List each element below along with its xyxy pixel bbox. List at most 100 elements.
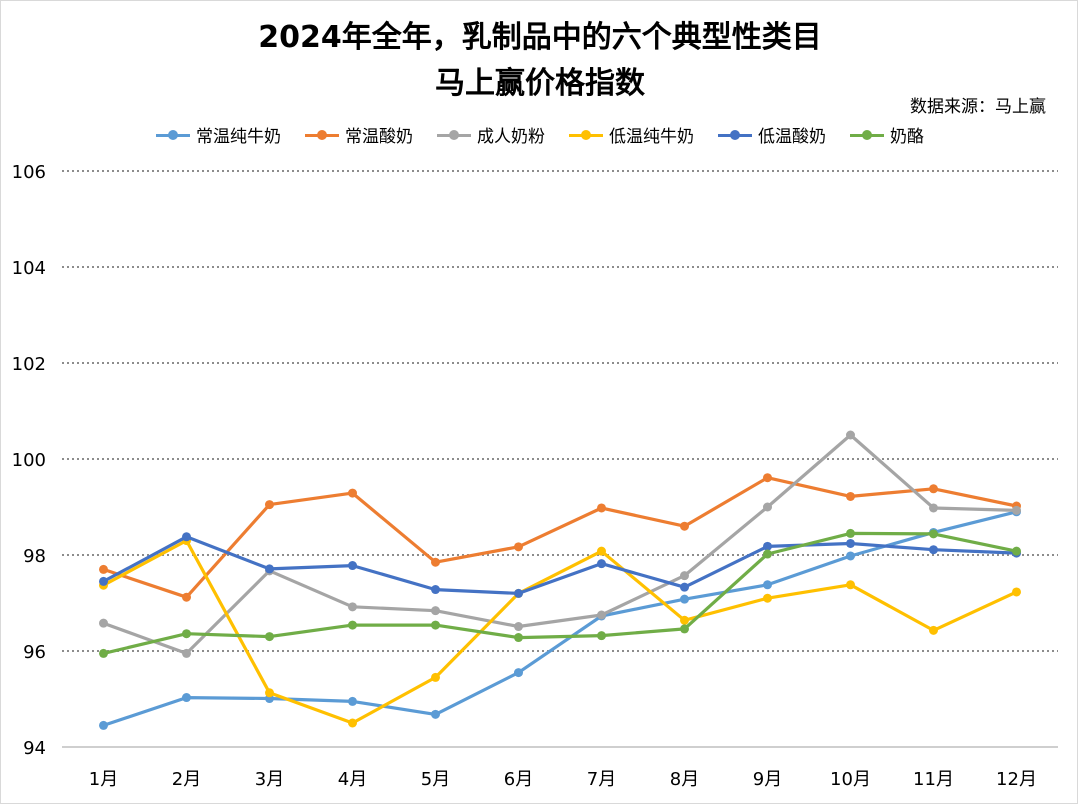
legend-label: 奶酪 (890, 127, 924, 147)
data-point (99, 576, 108, 586)
legend-swatch (718, 128, 752, 142)
data-point (846, 551, 855, 561)
data-point (99, 618, 108, 628)
x-tick-label: 5月 (421, 769, 450, 790)
x-tick-label: 10月 (830, 769, 871, 790)
data-point (431, 709, 440, 719)
x-tick-label: 4月 (338, 769, 367, 790)
series-6 (99, 528, 1021, 658)
data-point (99, 720, 108, 730)
data-point (846, 580, 855, 590)
y-tick-label: 104 (12, 258, 46, 279)
data-point (348, 696, 357, 706)
x-tick-label: 9月 (753, 769, 782, 790)
data-point (763, 502, 772, 512)
data-point (680, 521, 689, 531)
series-line (101, 531, 1019, 656)
chart-legend: 常温纯牛奶 常温酸奶 成人奶粉 低温纯牛奶 低温酸奶 奶酪 (0, 122, 1080, 147)
data-point (182, 648, 191, 658)
legend-item: 低温纯牛奶 (569, 122, 694, 147)
series-2 (99, 473, 1021, 602)
y-tick-label: 100 (12, 450, 46, 471)
data-point (431, 672, 440, 682)
legend-label: 常温酸奶 (345, 127, 413, 147)
legend-swatch (156, 128, 190, 142)
chart-title-line1: 2024年全年，乳制品中的六个典型性类目 (258, 20, 822, 55)
data-point (1012, 505, 1021, 515)
data-point (182, 693, 191, 703)
data-point (763, 549, 772, 559)
data-point (1012, 546, 1021, 556)
data-point (265, 564, 274, 574)
data-point (680, 582, 689, 592)
data-point (846, 430, 855, 440)
data-point (763, 541, 772, 551)
data-point (431, 606, 440, 616)
x-tick-label: 11月 (913, 769, 954, 790)
data-point (348, 602, 357, 612)
data-point (348, 620, 357, 630)
x-tick-label: 1月 (89, 769, 118, 790)
data-point (514, 668, 523, 678)
legend-item: 低温酸奶 (718, 122, 826, 147)
data-point (431, 585, 440, 595)
data-point (680, 594, 689, 604)
data-point (348, 561, 357, 571)
data-point (929, 625, 938, 635)
legend-item: 常温纯牛奶 (156, 122, 281, 147)
data-point (99, 648, 108, 658)
data-point (431, 557, 440, 567)
x-tick-label: 3月 (255, 769, 284, 790)
legend-item: 常温酸奶 (305, 122, 413, 147)
data-point (182, 629, 191, 639)
data-point (929, 529, 938, 539)
data-point (929, 484, 938, 494)
data-point (182, 592, 191, 602)
data-point (514, 542, 523, 552)
data-source-note: 数据来源：马上赢 (910, 97, 1046, 117)
data-point (929, 545, 938, 555)
data-point (182, 532, 191, 542)
series-line (101, 476, 1019, 599)
data-point (348, 718, 357, 728)
y-tick-label: 106 (12, 162, 46, 183)
x-tick-label: 12月 (996, 769, 1037, 790)
legend-swatch (569, 128, 603, 142)
y-tick-label: 96 (23, 642, 46, 663)
x-tick-label: 2月 (172, 769, 201, 790)
data-point (597, 631, 606, 641)
legend-label: 常温纯牛奶 (196, 127, 281, 147)
legend-swatch (305, 128, 339, 142)
data-point (265, 500, 274, 510)
data-point (763, 580, 772, 590)
data-point (597, 503, 606, 513)
series-line (101, 538, 1019, 725)
series-line (101, 433, 1019, 656)
legend-label: 低温纯牛奶 (609, 127, 694, 147)
data-point (265, 688, 274, 698)
data-point (514, 588, 523, 598)
data-point (1012, 587, 1021, 597)
series-3 (99, 430, 1021, 658)
chart-title-line2: 马上赢价格指数 (435, 66, 645, 101)
data-point (680, 571, 689, 581)
data-point (514, 622, 523, 632)
legend-label: 成人奶粉 (477, 127, 545, 147)
data-point (763, 593, 772, 603)
data-point (431, 620, 440, 630)
data-point (680, 615, 689, 625)
legend-swatch (437, 128, 471, 142)
series-line (101, 510, 1019, 728)
data-point (348, 488, 357, 498)
y-tick-label: 94 (23, 738, 46, 759)
data-point (680, 624, 689, 634)
legend-label: 低温酸奶 (758, 127, 826, 147)
legend-swatch (850, 128, 884, 142)
data-point (597, 546, 606, 556)
y-tick-label: 98 (23, 546, 46, 567)
data-point (99, 564, 108, 574)
data-point (929, 503, 938, 513)
legend-item: 奶酪 (850, 122, 924, 147)
